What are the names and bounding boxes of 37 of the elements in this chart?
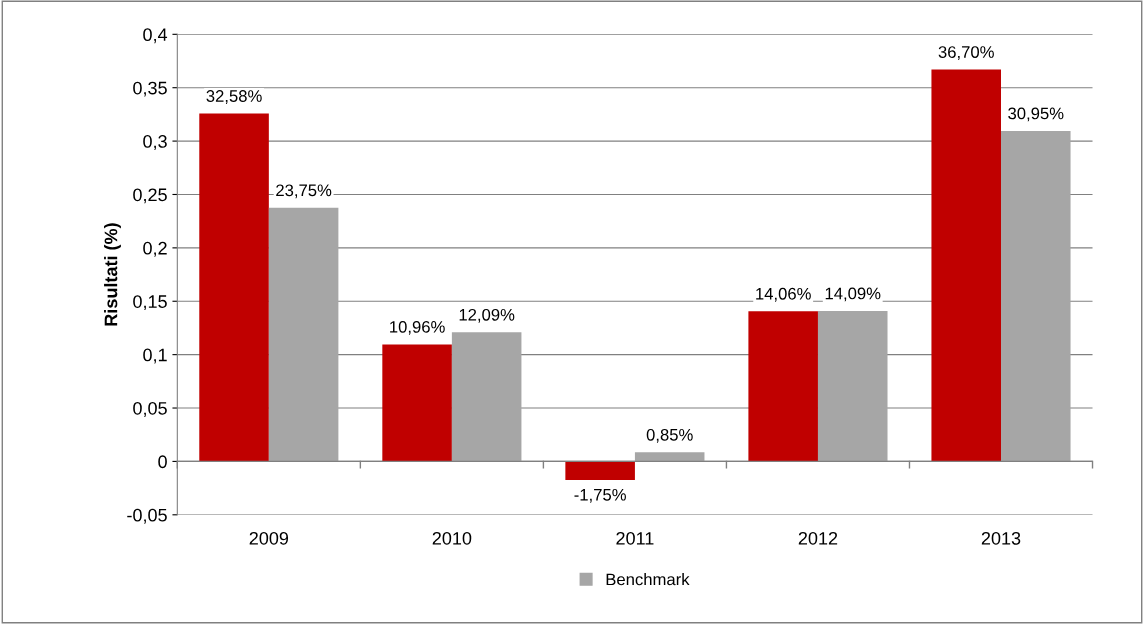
bar — [931, 69, 1001, 462]
y-tick-label: 0,05 — [133, 401, 167, 417]
x-tick-label: 2013 — [981, 531, 1021, 545]
y-tick-label: 0,3 — [143, 135, 167, 150]
bar — [817, 310, 888, 462]
bar — [199, 113, 269, 462]
y-tick-label: 0,4 — [143, 28, 168, 44]
bar — [1001, 130, 1071, 462]
y-tick-label: 0,1 — [143, 348, 167, 364]
x-tick-label: 2010 — [432, 531, 472, 545]
data-label: 32,58% — [206, 90, 262, 104]
bar — [748, 311, 818, 462]
data-label: 23,75% — [276, 184, 332, 199]
y-tick-label: 0 — [158, 455, 167, 469]
bar — [451, 332, 522, 462]
y-tick-label: 0,25 — [133, 188, 167, 204]
y-axis-title: Risultati (%) — [104, 223, 121, 326]
bar — [268, 207, 339, 462]
bar — [382, 344, 452, 462]
data-label: 10,96% — [390, 320, 445, 335]
x-tick-label: 2009 — [249, 531, 289, 545]
y-tick-label: 0,15 — [133, 295, 167, 311]
data-label: 0,85% — [646, 428, 693, 443]
data-label: 12,09% — [459, 308, 515, 323]
y-tick-label: 0,35 — [133, 81, 167, 97]
y-tick-label: -0,05 — [127, 508, 167, 524]
x-tick-label: 2011 — [616, 531, 654, 545]
bar — [634, 452, 705, 462]
data-label: -1,75% — [574, 488, 626, 503]
data-label: 30,95% — [1008, 107, 1064, 122]
y-tick-label: 0,2 — [143, 241, 167, 257]
x-tick-label: 2012 — [798, 531, 838, 545]
data-label: 14,06% — [756, 287, 811, 302]
data-label: 14,09% — [825, 287, 881, 302]
bar — [565, 461, 635, 481]
data-label: 36,70% — [938, 46, 994, 60]
legend-label: Benchmark — [606, 573, 690, 586]
